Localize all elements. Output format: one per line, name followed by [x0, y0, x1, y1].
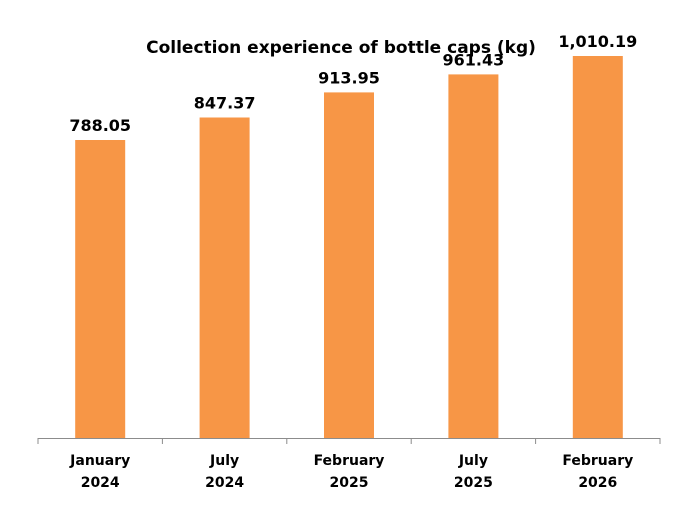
- data-label-3: 961.43: [443, 50, 505, 69]
- bar-2: [324, 92, 374, 439]
- x-tick-label-group: January 2024 July 2024 February 2025 July 2025 F…: [69, 453, 633, 491]
- bar-4: [572, 56, 623, 438]
- x-tick-label-3-line-0: July: [458, 453, 488, 469]
- x-tick-label-3-line-1: 2025: [454, 475, 493, 491]
- x-tick-label-0-line-0: January: [69, 453, 130, 469]
- x-tick-label-2-line-0: February: [314, 453, 385, 469]
- bar-0: [75, 140, 126, 438]
- data-label-2: 913.95: [318, 68, 380, 87]
- bar-group: [75, 56, 623, 439]
- bar-1: [199, 117, 250, 438]
- value-label-group: 788.05 847.37 913.95 961.43 1,010.19: [69, 32, 637, 135]
- x-tick-label-1-line-1: 2024: [205, 475, 244, 491]
- chart-title: Collection experience of bottle caps (kg…: [146, 38, 536, 58]
- x-tick-label-1-line-0: July: [209, 453, 239, 469]
- data-label-1: 847.37: [194, 94, 256, 113]
- x-tick-label-2-line-1: 2025: [330, 475, 369, 491]
- x-tick-label-4-line-1: 2026: [578, 475, 617, 491]
- x-axis: [37, 438, 661, 444]
- bar-3: [448, 74, 499, 439]
- x-tick-label-0-line-1: 2024: [81, 475, 120, 491]
- data-label-4: 1,010.19: [558, 32, 637, 51]
- x-tick-label-4-line-0: February: [562, 453, 633, 469]
- data-label-0: 788.05: [69, 116, 131, 135]
